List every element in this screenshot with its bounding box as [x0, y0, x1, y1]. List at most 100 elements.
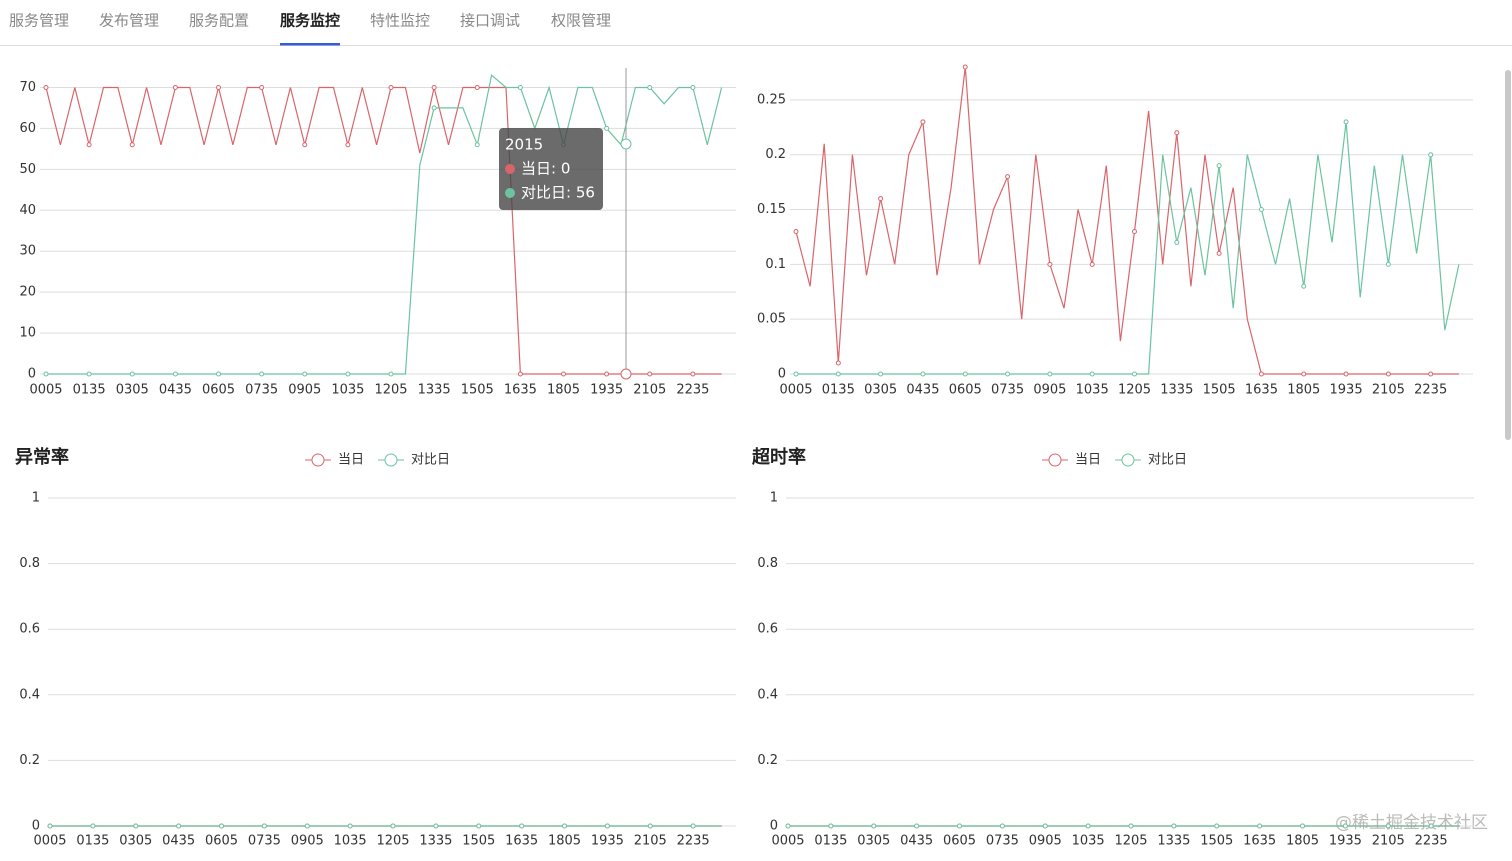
- point-marker: [259, 84, 265, 90]
- x-tick-label: 0005: [779, 383, 812, 398]
- tooltip-line: 对比日: 56: [521, 184, 595, 202]
- legend-label[interactable]: 当日: [1075, 453, 1101, 468]
- point-marker: [835, 371, 841, 377]
- point-marker: [345, 371, 351, 377]
- point-marker: [878, 196, 884, 202]
- x-tick-label: 2105: [1372, 383, 1405, 398]
- x-tick-label: 0735: [245, 383, 278, 398]
- x-tick-label: 0905: [1029, 834, 1062, 849]
- point-marker: [1042, 823, 1048, 829]
- point-marker: [1174, 130, 1180, 136]
- x-tick-label: 1635: [504, 383, 537, 398]
- point-marker: [1428, 823, 1434, 829]
- point-marker: [920, 371, 926, 377]
- series-line: [796, 121, 1460, 375]
- tab[interactable]: 发布管理: [99, 12, 159, 30]
- y-tick-label: 0.2: [757, 753, 778, 768]
- x-tick-label: 1335: [418, 383, 451, 398]
- y-tick-label: 40: [19, 203, 36, 218]
- point-marker: [90, 823, 96, 829]
- x-tick-label: 0005: [29, 383, 62, 398]
- point-marker: [690, 823, 696, 829]
- point-marker: [474, 142, 480, 148]
- chart-title: 异常率: [15, 446, 69, 468]
- x-tick-label: 1335: [1160, 383, 1193, 398]
- point-marker: [604, 823, 610, 829]
- y-tick-label: 0.2: [765, 147, 786, 162]
- legend-label[interactable]: 当日: [338, 453, 364, 468]
- point-marker: [1216, 163, 1222, 169]
- hover-point: [620, 368, 632, 380]
- point-marker: [785, 823, 791, 829]
- x-tick-label: 1635: [1245, 383, 1278, 398]
- point-marker: [1342, 823, 1348, 829]
- x-tick-label: 1505: [1203, 383, 1236, 398]
- point-marker: [176, 823, 182, 829]
- point-marker: [1385, 261, 1391, 267]
- point-marker: [433, 823, 439, 829]
- point-marker: [878, 371, 884, 377]
- y-tick-label: 0.15: [757, 202, 786, 217]
- x-tick-label: 0605: [202, 383, 235, 398]
- y-tick-label: 20: [19, 285, 36, 300]
- point-marker: [345, 142, 351, 148]
- x-tick-label: 1935: [1330, 383, 1363, 398]
- point-marker: [390, 823, 396, 829]
- scrollbar[interactable]: [1505, 70, 1511, 440]
- x-tick-label: 0135: [76, 834, 109, 849]
- point-marker: [431, 84, 437, 90]
- x-tick-label: 1035: [334, 834, 367, 849]
- point-marker: [347, 823, 353, 829]
- point-marker: [474, 84, 480, 90]
- x-tick-label: 2105: [633, 383, 666, 398]
- legend-label[interactable]: 对比日: [1148, 453, 1187, 468]
- legend-marker: [384, 453, 398, 467]
- tab[interactable]: 服务配置: [189, 12, 249, 30]
- y-tick-label: 0: [778, 367, 786, 382]
- point-marker: [302, 142, 308, 148]
- point-marker: [388, 371, 394, 377]
- x-tick-label: 0005: [771, 834, 804, 849]
- x-tick-label: 0735: [248, 834, 281, 849]
- x-tick-label: 1505: [462, 834, 495, 849]
- point-marker: [871, 823, 877, 829]
- point-marker: [304, 823, 310, 829]
- x-tick-label: 1035: [331, 383, 364, 398]
- y-tick-label: 0.8: [757, 556, 778, 571]
- y-tick-label: 10: [19, 326, 36, 341]
- legend-label[interactable]: 对比日: [411, 453, 450, 468]
- tab[interactable]: 接口调试: [460, 12, 520, 30]
- x-tick-label: 1205: [374, 383, 407, 398]
- point-marker: [914, 823, 920, 829]
- x-tick-label: 1805: [548, 834, 581, 849]
- point-marker: [1301, 371, 1307, 377]
- tab-underline: [280, 43, 341, 46]
- tooltip-title: 2015: [505, 136, 543, 154]
- tab[interactable]: 服务管理: [9, 12, 69, 30]
- point-marker: [647, 371, 653, 377]
- point-marker: [1216, 250, 1222, 256]
- point-marker: [1214, 823, 1220, 829]
- y-tick-label: 0.1: [765, 257, 786, 272]
- point-marker: [133, 823, 139, 829]
- point-marker: [476, 823, 482, 829]
- point-marker: [1343, 119, 1349, 125]
- legend-marker: [311, 453, 325, 467]
- point-marker: [259, 371, 265, 377]
- point-marker: [793, 228, 799, 234]
- legend-marker: [1048, 453, 1062, 467]
- x-tick-label: 0435: [162, 834, 195, 849]
- point-marker: [517, 84, 523, 90]
- point-marker: [604, 125, 610, 131]
- x-tick-label: 0735: [991, 383, 1024, 398]
- point-marker: [828, 823, 834, 829]
- tab[interactable]: 特性监控: [370, 12, 430, 30]
- tab[interactable]: 权限管理: [551, 12, 611, 30]
- point-marker: [561, 371, 566, 377]
- x-tick-label: 0305: [119, 834, 152, 849]
- point-marker: [1174, 239, 1180, 245]
- point-marker: [1089, 261, 1095, 267]
- tab[interactable]: 服务监控: [280, 12, 340, 30]
- x-tick-label: 0605: [949, 383, 982, 398]
- y-tick-label: 0.4: [757, 687, 778, 702]
